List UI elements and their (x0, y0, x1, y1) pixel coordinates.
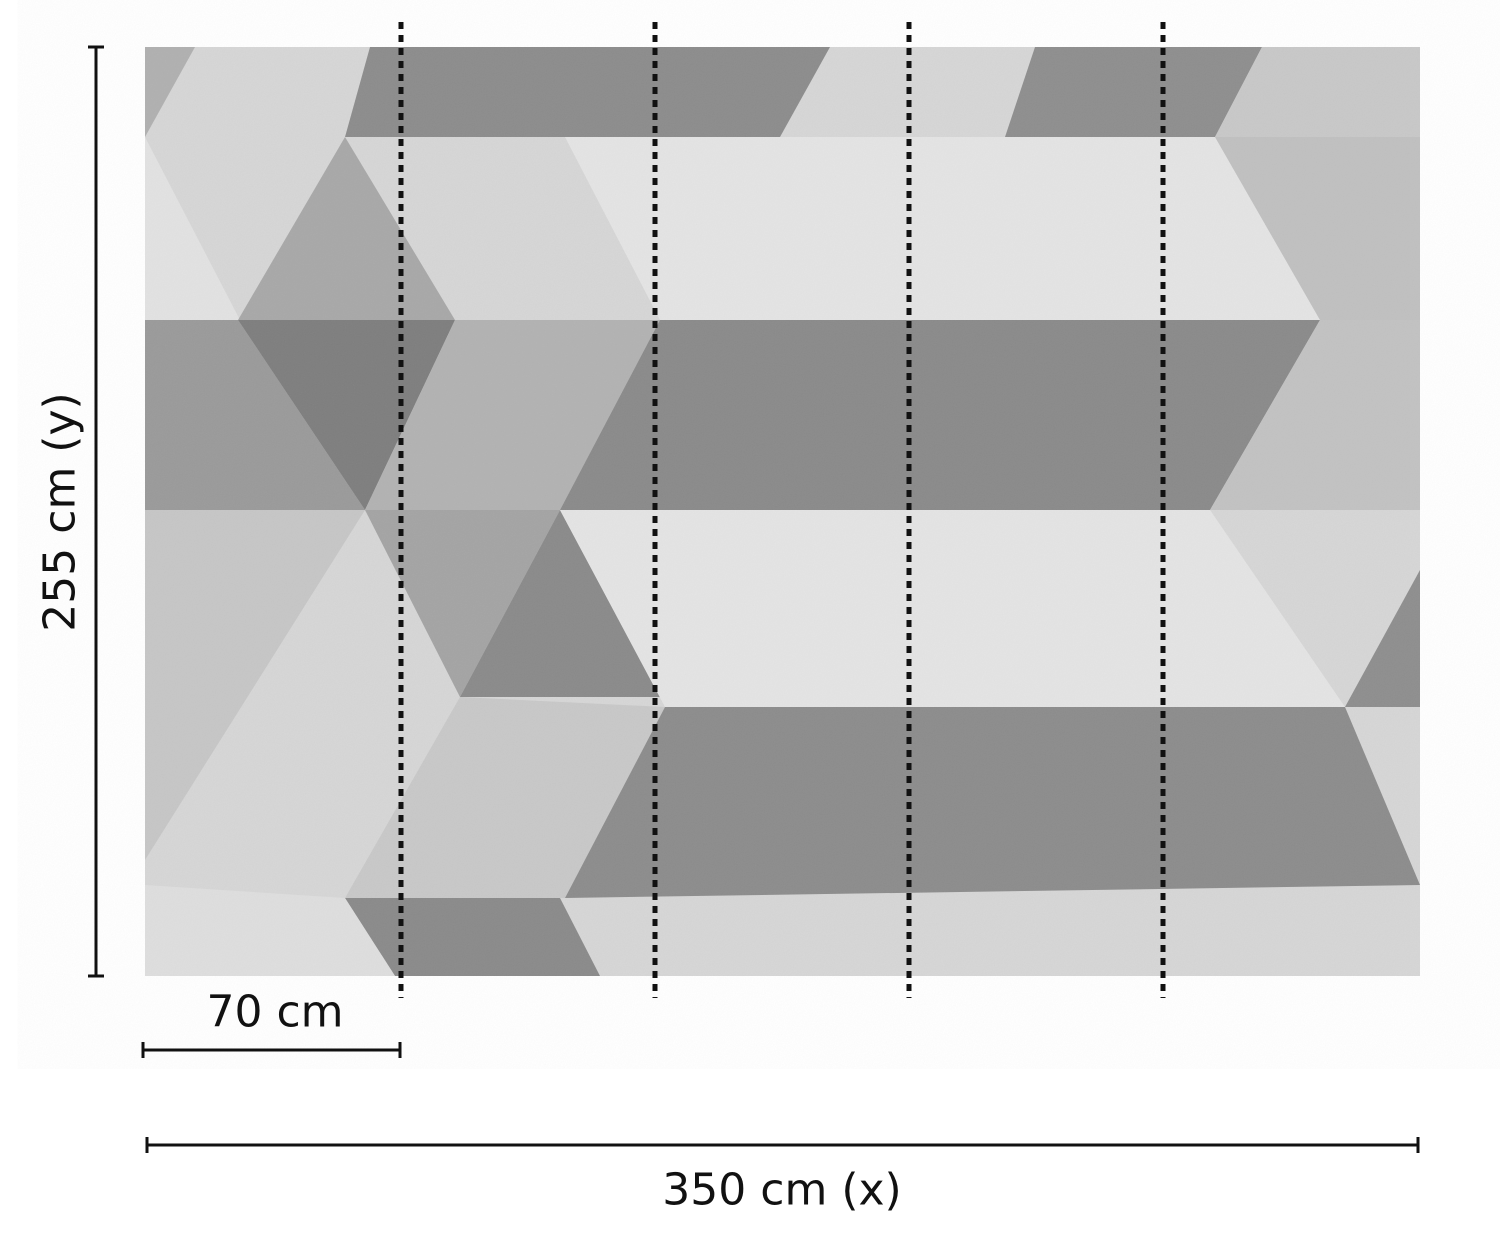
width-label: 350 cm (x) (662, 1164, 902, 1216)
height-dimension-line (88, 45, 104, 978)
wallpaper-image (145, 47, 1420, 976)
panel-width-dimension-line (141, 1042, 402, 1058)
height-label: 255 cm (y) (34, 392, 86, 632)
panel-width-label: 70 cm (206, 986, 344, 1038)
width-dimension-line (145, 1137, 1420, 1153)
panel-cut-lines (398, 22, 1166, 998)
